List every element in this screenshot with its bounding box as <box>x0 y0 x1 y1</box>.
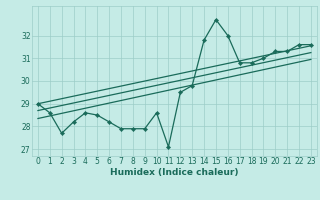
X-axis label: Humidex (Indice chaleur): Humidex (Indice chaleur) <box>110 168 239 177</box>
